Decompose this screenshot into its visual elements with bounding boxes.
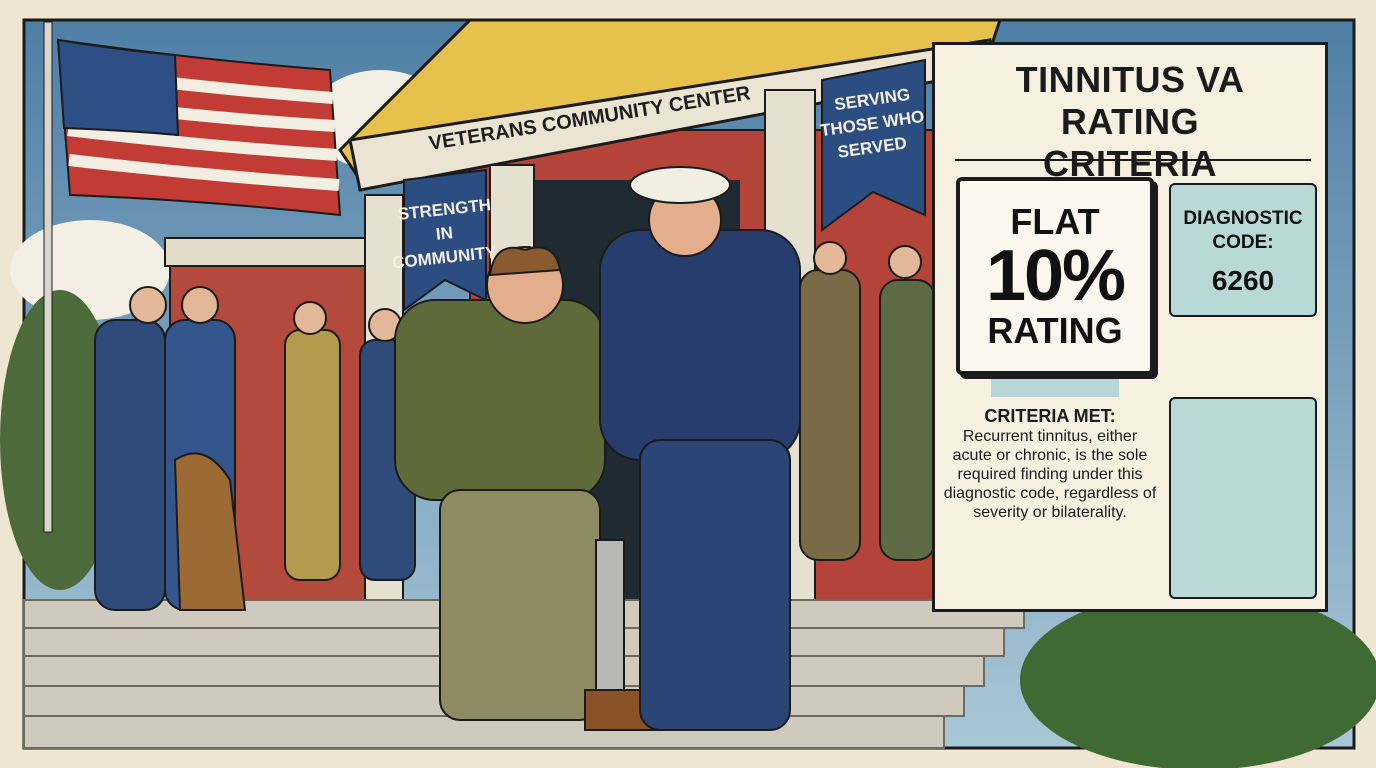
banner [821,58,926,232]
flag-pole [43,21,53,533]
bush [1020,590,1376,768]
rating-value: 10% [985,236,1126,316]
flag [56,38,342,217]
empty-box [1169,397,1317,599]
criteria: CRITERIA MET: Recurrent tinnitus, either… [943,405,1157,522]
figures [94,166,936,731]
rating-line: RATING [987,310,1123,351]
criteria-text: Recurrent tinnitus, either acute or chro… [943,428,1157,521]
tree [0,290,120,590]
diagnostic-code: 6260 [1211,265,1275,296]
criteria-heading: CRITERIA MET: [984,406,1116,426]
banner [403,168,487,312]
rating-box: FLAT 10% RATING [956,177,1154,375]
diagnostic-box: DIAGNOSTIC CODE: 6260 [1169,183,1317,317]
info-panel: TINNITUS VA RATING CRITERIA FLAT 10% RAT… [932,42,1328,612]
stairs [23,599,1025,749]
divider [955,159,1311,161]
rating-line: FLAT [1010,201,1100,242]
banner-line: IN [435,223,454,244]
diagnostic-label: DIAGNOSTIC CODE: [1183,208,1303,253]
connector [991,375,1119,397]
panel-title: TINNITUS VA RATING CRITERIA [1015,59,1245,184]
